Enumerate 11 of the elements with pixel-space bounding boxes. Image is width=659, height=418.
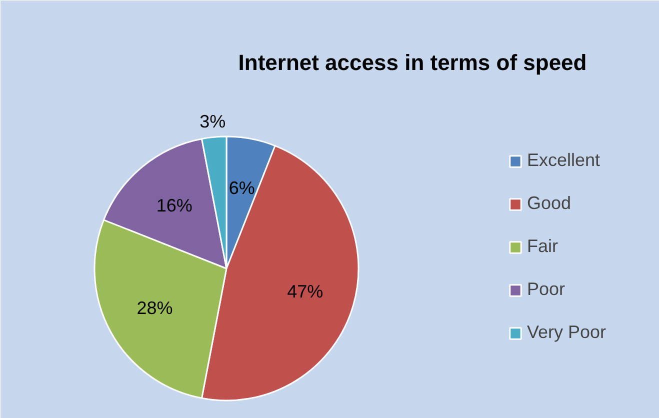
data-label: 3% — [200, 111, 226, 132]
legend-label: Fair — [527, 236, 558, 257]
chart-title: Internet access in terms of speed — [238, 50, 587, 75]
data-label: 28% — [136, 298, 173, 318]
data-label: 47% — [287, 281, 324, 302]
legend-label: Poor — [527, 279, 566, 300]
data-label: 16% — [156, 195, 192, 216]
legend-label: Very Poor — [527, 322, 606, 343]
legend-label: Excellent — [527, 150, 600, 171]
data-label: 6% — [228, 178, 255, 198]
legend-label: Good — [527, 193, 572, 214]
